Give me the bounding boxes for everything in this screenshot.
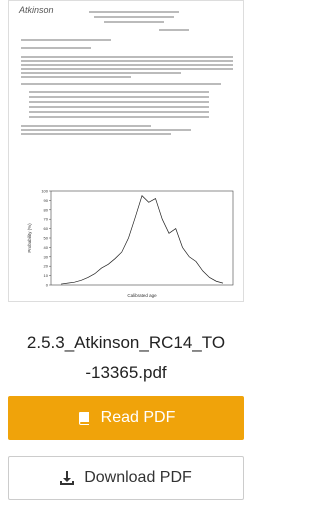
y-tick-label: 30 [44,254,49,259]
file-card: Atkinson 0 10 20 30 40 50 60 70 80 90 100 Probabili… [0,0,252,527]
file-name: 2.5.3_Atkinson_RC14_TO-13365.pdf [26,328,226,388]
download-icon [60,471,74,485]
download-button[interactable]: Download PDF [8,456,244,500]
button-label: Download PDF [84,469,192,487]
book-icon [77,411,91,425]
y-tick-label: 10 [44,273,49,278]
read-button[interactable]: Read PDF [8,396,244,440]
y-tick-label: 100 [41,189,48,194]
plot-frame [51,191,233,285]
y-tick-label: 80 [44,207,49,212]
y-tick-label: 40 [44,245,49,250]
x-axis-label: Calibrated age [127,293,157,298]
handwriting: Atkinson [18,5,54,15]
y-axis-label: Probability (%) [27,223,32,253]
y-tick-label: 0 [46,283,49,288]
y-tick-label: 60 [44,226,49,231]
probability-curve [61,196,223,284]
y-tick-label: 50 [44,236,49,241]
pdf-thumbnail[interactable]: Atkinson 0 10 20 30 40 50 60 70 80 90 100 Probabili… [8,0,244,302]
y-tick-label: 90 [44,198,49,203]
text-lines [21,11,233,135]
y-tick-label: 20 [44,264,49,269]
y-tick-label: 70 [44,217,49,222]
button-label: Read PDF [101,409,176,427]
